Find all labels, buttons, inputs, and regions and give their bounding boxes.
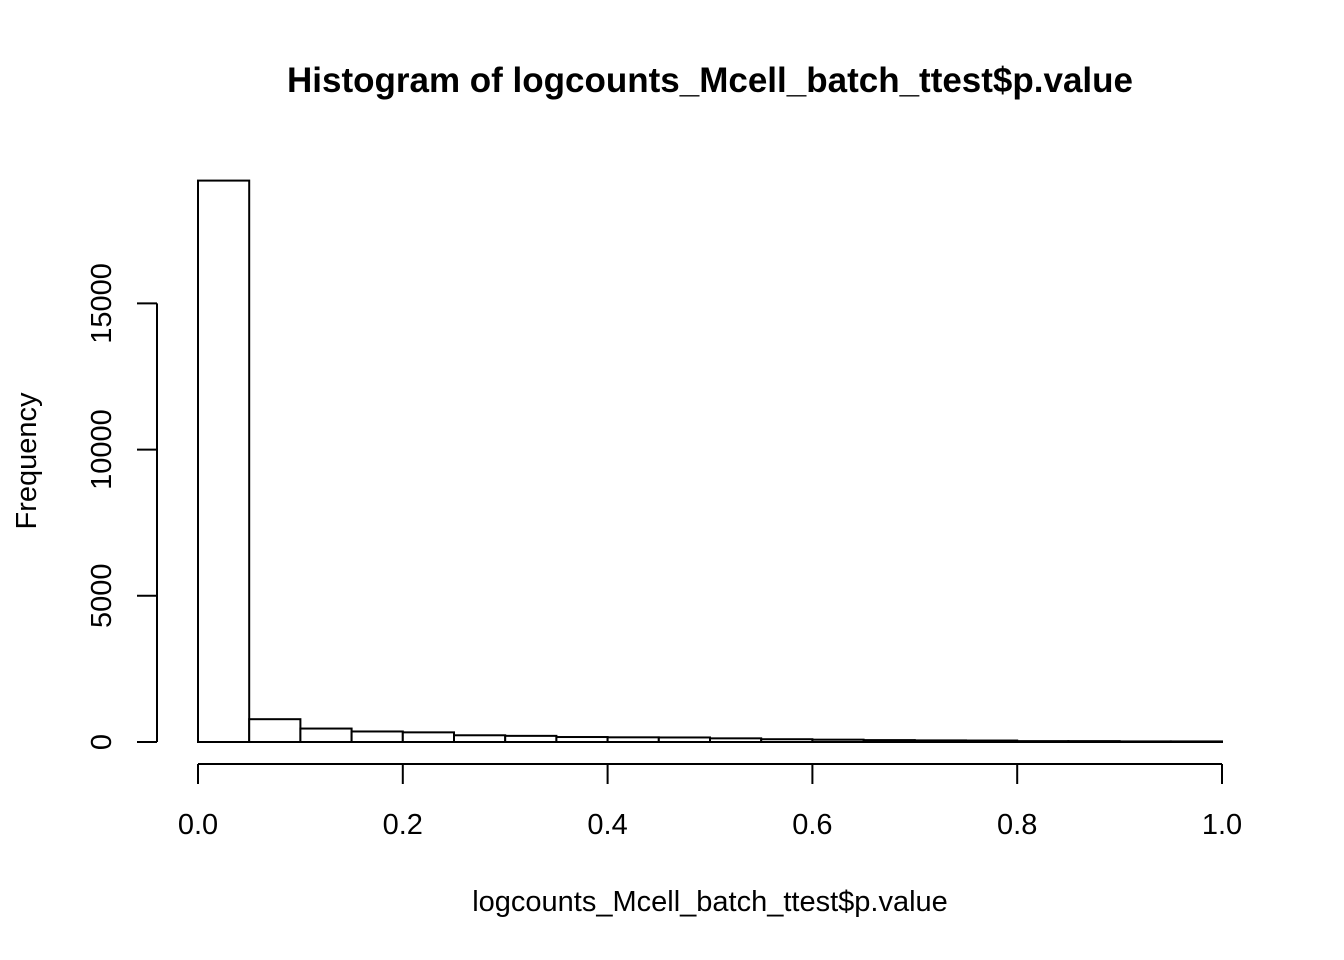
histogram-bar [299, 727, 353, 744]
histogram-bar [657, 736, 711, 743]
y-tick-label: 15000 [86, 263, 118, 344]
histogram-bar [709, 737, 763, 743]
histogram-bar [248, 718, 302, 744]
histogram-bar [453, 734, 507, 743]
histogram-bars [197, 179, 1224, 744]
y-tick-label: 10000 [86, 409, 118, 490]
y-axis: 0 5000 10000 15000 [86, 263, 158, 750]
histogram-bar [1169, 740, 1224, 744]
x-tick-label: 1.0 [1202, 809, 1242, 841]
chart-title: Histogram of logcounts_Mcell_batch_ttest… [287, 61, 1133, 100]
histogram-bar [350, 730, 404, 743]
x-tick-label: 0.8 [997, 809, 1037, 841]
histogram-bar [401, 731, 455, 744]
histogram-bar [555, 736, 609, 743]
histogram-bar [811, 738, 865, 744]
histogram-bar [197, 179, 251, 744]
x-tick-label: 0.0 [178, 809, 218, 841]
histogram-bar [1016, 740, 1070, 744]
x-tick-label: 0.6 [792, 809, 832, 841]
histogram-bar [1118, 740, 1172, 744]
histogram-bar [862, 739, 916, 744]
histogram-bar [760, 738, 814, 744]
x-tick-label: 0.2 [383, 809, 423, 841]
histogram-bar [965, 739, 1019, 744]
y-axis-label: Frequency [11, 392, 43, 530]
y-tick-label: 0 [86, 734, 118, 750]
y-tick-label: 5000 [86, 564, 118, 629]
x-tick-label: 0.4 [587, 809, 627, 841]
histogram-bar [1067, 740, 1121, 744]
histogram-bar [606, 736, 660, 743]
histogram-bar [504, 734, 558, 744]
x-axis-label: logcounts_Mcell_batch_ttest$p.value [472, 886, 948, 918]
histogram-bar [913, 739, 967, 743]
x-axis: 0.0 0.2 0.4 0.6 0.8 1.0 [178, 763, 1242, 841]
